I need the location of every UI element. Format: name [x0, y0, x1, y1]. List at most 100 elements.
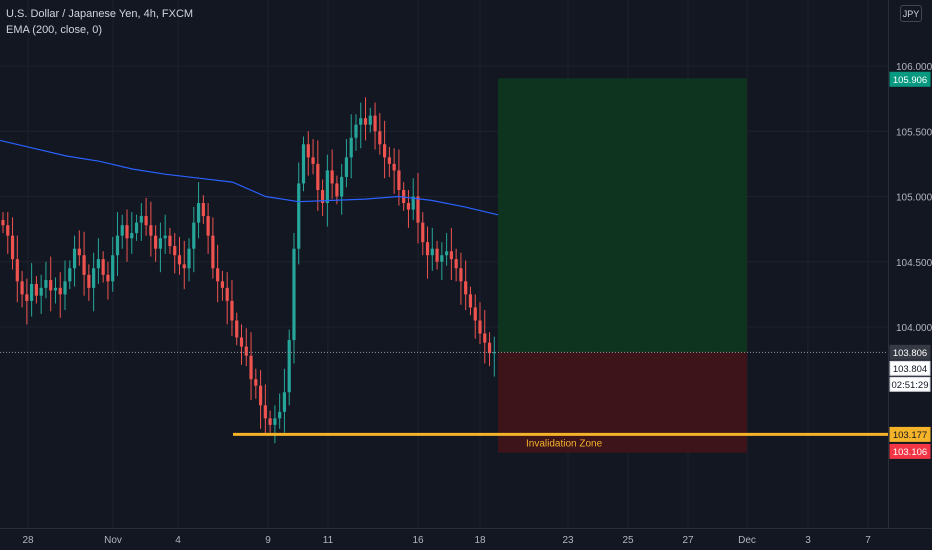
candle — [63, 260, 67, 311]
currency-button[interactable]: JPY — [900, 5, 922, 22]
candle — [354, 114, 358, 151]
candle — [58, 272, 62, 318]
candle — [10, 217, 15, 270]
time-tick-label: 23 — [562, 535, 574, 546]
candle — [425, 226, 430, 279]
candles — [1, 97, 496, 444]
candle — [311, 139, 315, 175]
candle — [273, 405, 277, 444]
loss-zone[interactable] — [498, 352, 747, 453]
candle — [206, 203, 210, 254]
price-tick-label: 105.500 — [896, 127, 932, 138]
profit-zone[interactable] — [498, 78, 747, 353]
candle — [478, 302, 482, 344]
candle — [278, 393, 282, 429]
candle — [230, 280, 234, 337]
ema-line[interactable] — [0, 139, 499, 216]
time-tick-label: 18 — [474, 535, 486, 546]
countdown-tag: 02:51:29 — [889, 376, 931, 392]
symbol-title[interactable]: U.S. Dollar / Japanese Yen, 4h, FXCM — [6, 8, 194, 20]
grid-lines — [0, 0, 888, 528]
candle — [368, 107, 372, 133]
candle — [120, 214, 124, 249]
candle — [454, 248, 458, 282]
candle — [445, 233, 449, 266]
candle — [335, 175, 339, 205]
candle — [349, 114, 353, 179]
candle — [173, 233, 177, 274]
candle — [363, 97, 368, 141]
candle — [144, 197, 148, 236]
candle — [464, 260, 468, 311]
candle — [330, 149, 334, 200]
price-tick-label: 106.000 — [896, 62, 932, 73]
candle — [44, 261, 48, 299]
candle — [96, 238, 100, 284]
candle — [258, 370, 263, 429]
candle — [92, 252, 96, 312]
candle — [220, 270, 225, 301]
candle — [115, 212, 120, 277]
time-axis[interactable]: 28 Nov 4 9 11 16 18 23 25 27 Dec 3 7 — [22, 535, 871, 546]
candle — [383, 120, 387, 179]
time-tick-label: 3 — [805, 535, 811, 546]
time-tick-label: 27 — [682, 535, 694, 546]
candle — [87, 264, 91, 301]
price-axis[interactable]: 106.000 105.500 105.000 104.500 104.000 — [896, 62, 932, 334]
candle — [435, 240, 439, 270]
candle — [149, 201, 153, 257]
candle — [101, 251, 105, 283]
candle — [483, 310, 487, 364]
candle — [287, 329, 291, 406]
candle — [49, 256, 53, 312]
candle — [187, 238, 191, 282]
candle — [158, 222, 163, 273]
candle — [68, 260, 72, 290]
candle — [130, 212, 134, 254]
stop-price-tag: 103.106 — [889, 443, 931, 459]
price-tick-label: 104.500 — [896, 258, 932, 269]
indicator-title[interactable]: EMA (200, close, 0) — [6, 24, 102, 36]
svg-text:103.804: 103.804 — [893, 364, 927, 375]
time-tick-label: 16 — [412, 535, 424, 546]
candle — [134, 214, 139, 241]
time-tick-label: 28 — [22, 535, 34, 546]
candle — [320, 179, 325, 217]
candle — [30, 263, 34, 317]
candle — [359, 102, 363, 149]
candle — [301, 136, 306, 192]
time-tick-label: 25 — [622, 535, 634, 546]
candle — [163, 214, 167, 254]
candle — [34, 276, 38, 304]
time-tick-label: Dec — [738, 535, 756, 546]
candle — [39, 274, 43, 314]
candle — [201, 195, 205, 224]
chart-legend: U.S. Dollar / Japanese Yen, 4h, FXCM EMA… — [6, 6, 193, 38]
candle — [306, 131, 310, 176]
candle — [15, 235, 19, 303]
candle — [430, 227, 434, 271]
invalidation-zone-label: Invalidation Zone — [526, 438, 603, 449]
candle — [297, 162, 301, 265]
svg-text:103.177: 103.177 — [893, 430, 927, 441]
candle — [182, 240, 186, 290]
position-tool[interactable] — [498, 78, 747, 453]
candle — [449, 227, 453, 281]
candle — [421, 212, 425, 256]
candle — [292, 233, 296, 364]
candle — [340, 163, 344, 215]
candle — [402, 182, 406, 211]
candle — [411, 178, 415, 220]
bid-price-tag: 103.804 — [889, 360, 931, 376]
candle — [106, 261, 110, 300]
candle — [139, 203, 143, 241]
candle — [111, 236, 115, 292]
candle — [268, 410, 272, 433]
candle — [344, 139, 349, 188]
candle — [192, 206, 196, 273]
candle — [177, 236, 182, 275]
price-tags: 105.906 103.806 103.804 02:51:29 103.177 103.… — [889, 71, 931, 459]
candle — [282, 368, 287, 433]
candle — [1, 212, 5, 234]
